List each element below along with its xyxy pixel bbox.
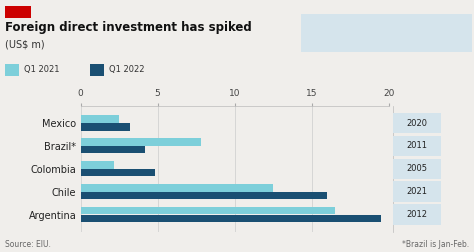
Text: 2011: 2011 [407, 141, 428, 150]
Bar [81, 115, 119, 123]
Text: Foreign direct investment has spiked: Foreign direct investment has spiked [5, 21, 252, 35]
Text: Best quarter since:: Best quarter since: [337, 28, 435, 37]
Bar [81, 207, 335, 214]
Bar [81, 192, 327, 199]
Bar [81, 123, 130, 131]
Bar [81, 169, 155, 176]
Bar [81, 138, 201, 146]
Bar [81, 146, 145, 153]
Bar [81, 161, 115, 169]
Text: (US$ m): (US$ m) [5, 39, 45, 49]
Text: 2021: 2021 [407, 187, 428, 196]
Text: Q1 2021: Q1 2021 [24, 65, 59, 74]
Bar [81, 184, 273, 192]
Text: 2020: 2020 [407, 118, 428, 128]
Text: 2012: 2012 [407, 210, 428, 219]
Text: *Brazil is Jan-Feb.: *Brazil is Jan-Feb. [402, 240, 469, 249]
Text: Source: EIU.: Source: EIU. [5, 240, 51, 249]
Text: 2005: 2005 [407, 164, 428, 173]
Bar [81, 215, 381, 222]
Text: Q1 2022: Q1 2022 [109, 65, 145, 74]
